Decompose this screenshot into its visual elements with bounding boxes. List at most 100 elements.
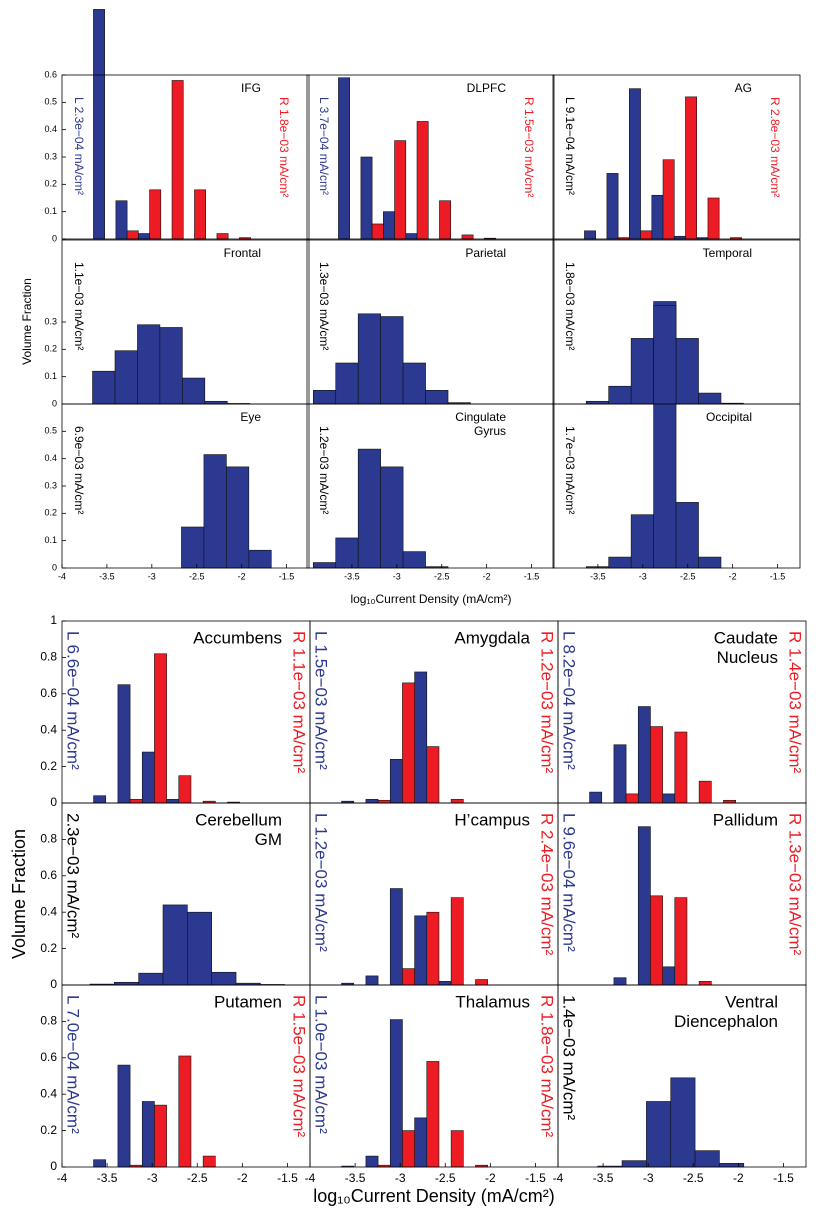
y-tick-label: 0.8 — [40, 650, 57, 664]
bar — [171, 80, 184, 240]
y-tick-label: 0 — [52, 233, 57, 243]
y-tick-label: 0.5 — [44, 97, 57, 107]
panel: 0 0.1 0.2 0.3 0.4 0.5 -4 -3.5 -3 -2.5 -2 -1.5 Eye 6.9… — [44, 403, 310, 581]
y-tick-label: 0.1 — [44, 206, 57, 216]
panel-title: Cerebellum — [195, 810, 282, 829]
panel-title: Occipital — [706, 410, 752, 424]
x-tick-label: -2 — [238, 571, 246, 581]
y-tick-label: 0.4 — [40, 904, 57, 918]
bar — [187, 911, 213, 986]
bar — [461, 234, 474, 240]
y-tick-label: 0 — [50, 1159, 57, 1173]
bar — [662, 966, 676, 986]
bar — [138, 233, 150, 240]
density-label: L 9.1e−04 mA/cm² — [563, 97, 577, 195]
panel-title: Putamen — [214, 992, 282, 1011]
x-tick-label: -3 — [395, 1171, 406, 1185]
panel-title: Caudate — [714, 628, 778, 647]
bar — [698, 556, 722, 569]
panel-title: Gyrus — [474, 424, 506, 438]
bar — [585, 400, 609, 405]
x-tick-label: -2.5 — [189, 571, 205, 581]
x-tick-label: -2 — [485, 1171, 496, 1185]
y-tick-label: 0.5 — [44, 426, 57, 436]
x-tick-label: -4 — [305, 1171, 316, 1185]
density-label: R 1.4e−03 mA/cm² — [786, 631, 805, 774]
bar — [117, 684, 131, 804]
y-tick-label: 0.4 — [40, 1086, 57, 1100]
bar — [357, 448, 381, 569]
bar — [630, 514, 654, 569]
bar — [670, 1077, 696, 1168]
bar — [698, 981, 712, 986]
density-label: R 1.5e−03 mA/cm² — [290, 995, 309, 1138]
panel-frame — [306, 403, 555, 569]
bar — [662, 159, 675, 240]
density-label: 1.4e−03 mA/cm² — [560, 995, 579, 1121]
bar — [650, 895, 663, 986]
bar — [159, 327, 183, 405]
panel-title: Thalamus — [455, 992, 530, 1011]
x-tick-label: -3 — [639, 571, 647, 581]
x-tick-label: -1.5 — [525, 1171, 546, 1185]
bar — [694, 1150, 720, 1168]
y-tick-label: 0.4 — [44, 124, 57, 134]
panel: 0 0.1 0.2 0.3 0.4 0.5 0.6 IFG L 2.3e−04 mA/cm² R … — [44, 9, 310, 243]
panel-title: Ventral — [725, 992, 778, 1011]
panel-title: H’campus — [454, 810, 530, 829]
y-tick-label: 0.4 — [44, 453, 57, 463]
y-tick-label: 0 — [50, 977, 57, 991]
density-label: 1.2e−03 mA/cm² — [317, 426, 331, 514]
y-tick-label: 0.2 — [40, 1123, 57, 1137]
x-tick-label: -1.5 — [279, 571, 295, 581]
density-label: R 1.1e−03 mA/cm² — [290, 631, 309, 774]
y-tick-label: 0.3 — [44, 316, 57, 326]
density-label: 2.3e−03 mA/cm² — [64, 813, 83, 939]
bar — [181, 526, 205, 569]
panel: Pallidum L 9.6e−04 mA/cm² R 1.3e−03 mA/cm² — [557, 802, 807, 986]
density-label: L 6.6e−04 mA/cm² — [64, 631, 83, 770]
bar — [377, 799, 391, 804]
bar — [674, 731, 688, 804]
bar — [584, 230, 596, 240]
bar — [438, 981, 452, 986]
panel-title: Amygdala — [454, 628, 530, 647]
x-tick-label: -3.5 — [590, 571, 606, 581]
x-tick-label: -2 — [483, 571, 491, 581]
panel: AG L 9.1e−04 mA/cm² R 2.8e−03 mA/cm² — [552, 74, 801, 240]
panel: -3.5 -3 -2.5 -2 -1.5 Occipital 1.7e−03 mA/cm² — [552, 305, 801, 581]
x-tick-label: -2 — [237, 1171, 248, 1185]
y-tick-label: 0.3 — [44, 151, 57, 161]
panel-frame — [552, 74, 801, 240]
bar — [211, 971, 237, 986]
bar — [613, 977, 627, 986]
bar — [389, 1019, 403, 1168]
bar — [93, 1159, 107, 1168]
bar — [402, 682, 415, 804]
bar — [380, 316, 404, 405]
x-tick-label: -1.5 — [773, 1171, 794, 1185]
bar — [426, 911, 440, 986]
x-tick-label: -3.5 — [344, 571, 360, 581]
density-label: R 1.8e−03 mA/cm² — [277, 97, 291, 197]
bar — [141, 1101, 155, 1168]
bar — [450, 1130, 464, 1168]
bar — [312, 562, 337, 569]
bar — [216, 233, 229, 240]
density-label: 1.1e−03 mA/cm² — [72, 262, 86, 350]
panel-title: Pallidum — [713, 810, 778, 829]
panel-title: GM — [255, 830, 282, 849]
bar — [637, 826, 651, 986]
bar — [365, 1155, 379, 1168]
bar — [380, 466, 404, 569]
bar — [129, 799, 143, 804]
x-tick-label: -2 — [729, 571, 737, 581]
bar — [450, 799, 464, 804]
bar — [662, 793, 676, 804]
density-label: L 9.6e−04 mA/cm² — [560, 813, 579, 952]
panel-title: Eye — [240, 410, 261, 424]
bar — [178, 775, 192, 804]
